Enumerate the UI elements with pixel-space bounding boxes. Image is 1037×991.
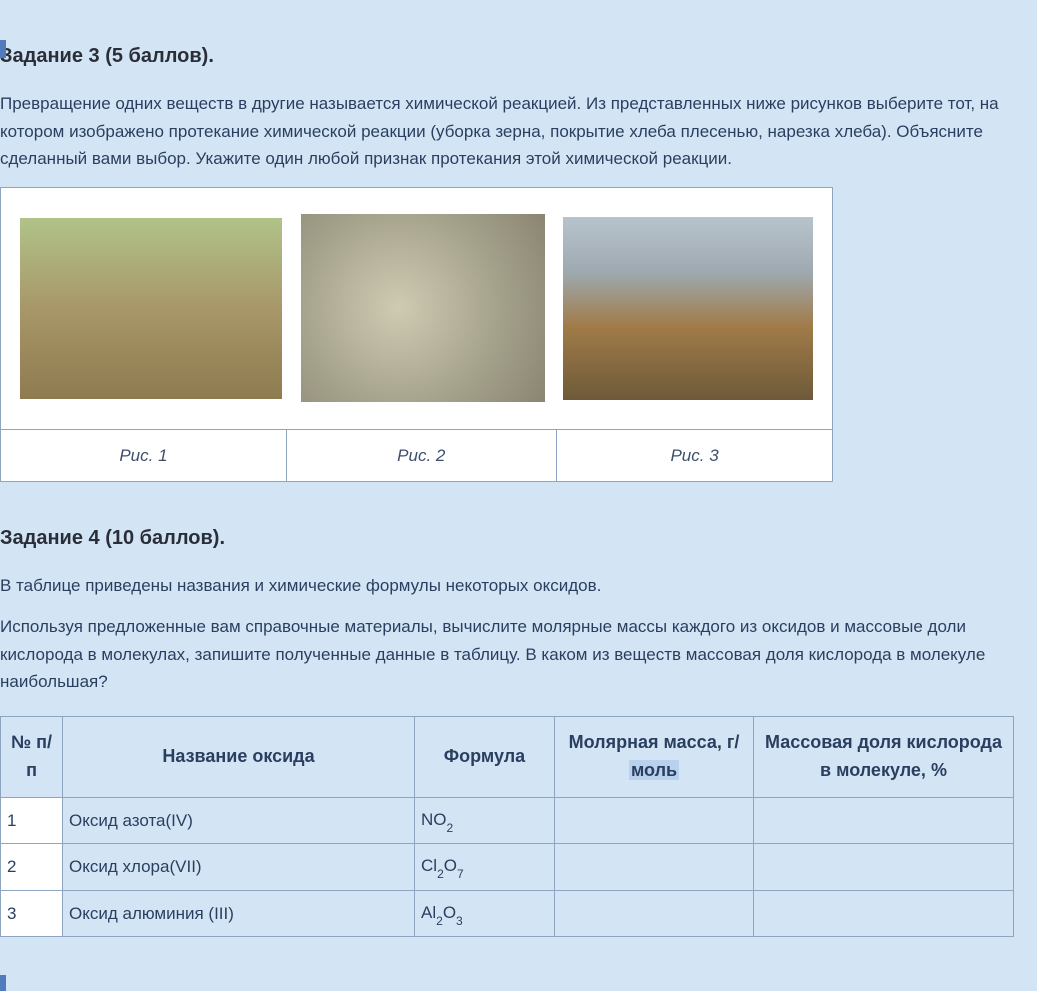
cell-share[interactable] [754, 797, 1014, 844]
cell-formula: Cl2O7 [415, 844, 555, 891]
cell-share[interactable] [754, 844, 1014, 891]
task3-heading: Задание 3 (5 баллов). [0, 40, 1037, 72]
col-header-mass-line1: Молярная масса, г/ [569, 732, 740, 752]
table-row: 2 Оксид хлора(VII) Cl2O7 [1, 844, 1014, 891]
table-row: 3 Оксид алюминия (III) Al2O3 [1, 890, 1014, 937]
col-header-share-line1: Массовая доля кислорода [765, 732, 1002, 752]
figure-2-caption: Рис. 2 [286, 429, 556, 481]
cell-mass[interactable] [555, 844, 754, 891]
task4-paragraph-2: Используя предложенные вам справочные ма… [0, 613, 1000, 696]
cell-formula: Al2O3 [415, 890, 555, 937]
cell-share[interactable] [754, 890, 1014, 937]
figures-image-row [1, 187, 833, 429]
col-header-number-text: № п/п [11, 732, 52, 780]
figure-1-caption: Рис. 1 [1, 429, 287, 481]
cell-number: 3 [1, 890, 63, 937]
selection-marker-bottom [0, 975, 6, 991]
task4-heading: Задание 4 (10 баллов). [0, 522, 1037, 554]
table-row: 1 Оксид азота(IV) NO2 [1, 797, 1014, 844]
col-header-formula: Формула [415, 716, 555, 797]
col-header-mass: Молярная масса, г/ моль [555, 716, 754, 797]
col-header-name: Название оксида [63, 716, 415, 797]
cell-mass[interactable] [555, 797, 754, 844]
col-header-number: № п/п [1, 716, 63, 797]
cell-name: Оксид азота(IV) [63, 797, 415, 844]
figure-2-image [300, 213, 546, 403]
task3-paragraph: Превращение одних веществ в другие назыв… [0, 90, 1000, 173]
cell-number: 2 [1, 844, 63, 891]
cell-name: Оксид хлора(VII) [63, 844, 415, 891]
figure-3-image [562, 216, 814, 401]
cell-name: Оксид алюминия (III) [63, 890, 415, 937]
task4-paragraph-1: В таблице приведены названия и химически… [0, 572, 1000, 600]
selection-marker-top [0, 40, 6, 58]
cell-mass[interactable] [555, 890, 754, 937]
figure-3-caption: Рис. 3 [556, 429, 833, 481]
col-header-share-line2: в молекуле, % [820, 760, 947, 780]
col-header-share: Массовая доля кислорода в молекуле, % [754, 716, 1014, 797]
figures-table: Рис. 1 Рис. 2 Рис. 3 [0, 187, 833, 482]
col-header-mass-line2: моль [629, 760, 679, 780]
cell-number: 1 [1, 797, 63, 844]
figure-1-image [19, 217, 283, 400]
cell-formula: NO2 [415, 797, 555, 844]
oxides-table: № п/п Название оксида Формула Молярная м… [0, 716, 1014, 938]
